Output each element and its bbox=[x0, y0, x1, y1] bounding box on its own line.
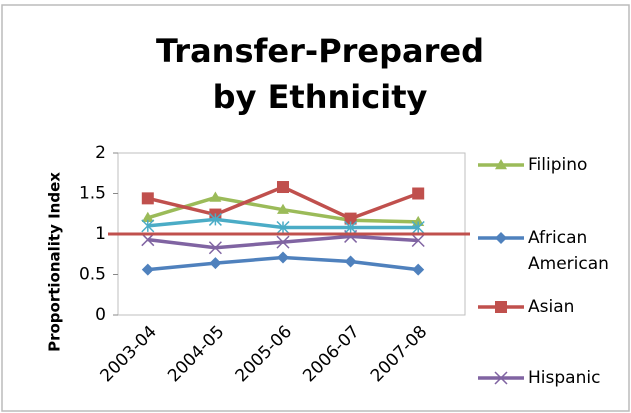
marker bbox=[277, 203, 289, 214]
legend-label: Hispanic bbox=[528, 368, 601, 388]
legend-label: Filipino bbox=[528, 155, 588, 175]
y-tick-label: 2 bbox=[95, 143, 106, 163]
marker bbox=[208, 241, 222, 255]
marker bbox=[411, 233, 425, 248]
marker bbox=[344, 212, 357, 225]
marker bbox=[277, 181, 289, 194]
x-tick-label: 2004-05 bbox=[164, 322, 228, 386]
x-tick-label: 2007-08 bbox=[367, 322, 431, 386]
x-tick-label: 2005-06 bbox=[232, 322, 296, 386]
legend-item bbox=[478, 371, 524, 385]
marker bbox=[141, 263, 154, 276]
marker bbox=[277, 251, 289, 264]
frame bbox=[1, 4, 630, 412]
marker bbox=[209, 191, 222, 202]
marker bbox=[141, 219, 155, 233]
marker bbox=[141, 192, 154, 205]
marker bbox=[495, 301, 507, 313]
marker bbox=[412, 263, 425, 276]
marker bbox=[344, 255, 357, 268]
y-tick-label: 1 bbox=[95, 224, 106, 244]
marker bbox=[344, 220, 358, 235]
legend-item bbox=[478, 159, 524, 170]
legend-label: African American bbox=[528, 228, 609, 274]
x-tick-label: 2003-04 bbox=[97, 322, 161, 386]
marker bbox=[141, 211, 154, 222]
x-tick-label: 2006-07 bbox=[299, 322, 363, 386]
y-tick-label: 1.5 bbox=[79, 184, 106, 204]
y-tick-label: 0 bbox=[95, 305, 106, 325]
marker bbox=[209, 257, 222, 270]
chart-title: Transfer-Prepared by Ethnicity bbox=[155, 32, 485, 116]
y-axis-label: Proportionality Index bbox=[46, 172, 64, 352]
legend-item bbox=[478, 301, 524, 313]
marker bbox=[495, 159, 507, 170]
marker bbox=[208, 212, 222, 226]
legend-item bbox=[478, 232, 524, 244]
y-tick-label: 0.5 bbox=[79, 265, 106, 285]
marker bbox=[141, 233, 155, 247]
marker bbox=[412, 187, 425, 200]
marker bbox=[276, 220, 290, 235]
marker bbox=[494, 371, 508, 385]
marker bbox=[495, 232, 507, 244]
legend-label: Asian bbox=[528, 297, 575, 317]
marker bbox=[276, 235, 290, 249]
marker bbox=[411, 220, 425, 235]
